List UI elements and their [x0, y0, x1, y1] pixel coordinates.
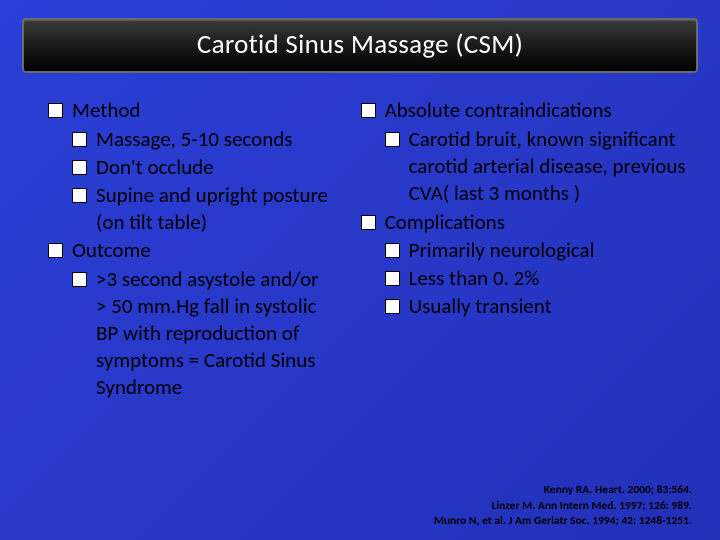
item-label: Outcome — [72, 237, 151, 263]
reference-line: Kenny RA. Heart. 2000; 83:564. — [434, 483, 692, 499]
list-item: Complications Primarily neurological Les… — [361, 209, 690, 321]
sub-item: Primarily neurological — [385, 237, 690, 264]
right-list: Absolute contraindications Carotid bruit… — [361, 97, 690, 320]
sub-item: Supine and upright posture (on tilt tabl… — [72, 182, 329, 236]
sub-item: Don't occlude — [72, 154, 329, 181]
item-label: Complications — [385, 209, 505, 235]
right-column: Absolute contraindications Carotid bruit… — [361, 97, 690, 403]
reference-line: Munro N, et al. J Am Geriatr Soc. 1994; … — [434, 514, 692, 530]
sub-item: Carotid bruit, known significant carotid… — [385, 126, 690, 207]
sub-item: Usually transient — [385, 293, 690, 320]
list-item: Outcome >3 second asystole and/or > 50 m… — [48, 237, 329, 400]
reference-line: Linzer M. Ann Intern Med. 1997; 126: 989… — [434, 499, 692, 515]
slide-title: Carotid Sinus Massage (CSM) — [24, 28, 696, 61]
item-label: Method — [72, 97, 140, 123]
item-label: Absolute contraindications — [385, 97, 612, 123]
list-item: Absolute contraindications Carotid bruit… — [361, 97, 690, 207]
sublist: >3 second asystole and/or > 50 mm.Hg fal… — [72, 266, 329, 400]
references: Kenny RA. Heart. 2000; 83:564. Linzer M.… — [434, 483, 692, 530]
sublist: Massage, 5-10 seconds Don't occlude Supi… — [72, 126, 329, 236]
sub-item: >3 second asystole and/or > 50 mm.Hg fal… — [72, 266, 329, 400]
content-columns: Method Massage, 5-10 seconds Don't occlu… — [0, 73, 720, 403]
sub-item: Massage, 5-10 seconds — [72, 126, 329, 153]
title-bar: Carotid Sinus Massage (CSM) — [22, 18, 698, 73]
sub-item: Less than 0. 2% — [385, 265, 690, 292]
left-list: Method Massage, 5-10 seconds Don't occlu… — [48, 97, 329, 401]
list-item: Method Massage, 5-10 seconds Don't occlu… — [48, 97, 329, 235]
left-column: Method Massage, 5-10 seconds Don't occlu… — [48, 97, 329, 403]
sublist: Primarily neurological Less than 0. 2% U… — [385, 237, 690, 320]
sublist: Carotid bruit, known significant carotid… — [385, 126, 690, 207]
